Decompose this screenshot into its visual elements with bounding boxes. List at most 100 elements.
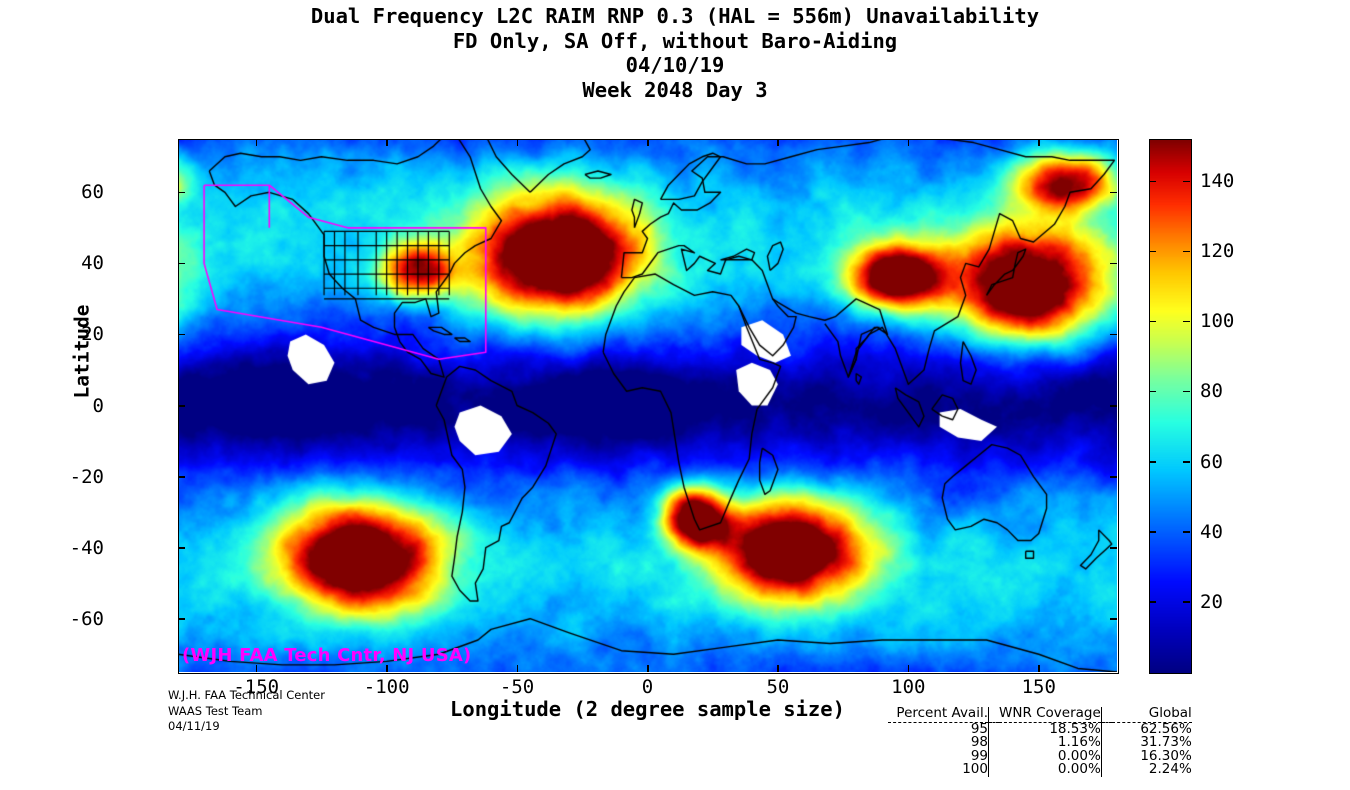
- stats-divider: [988, 722, 999, 736]
- x-tick-label: 150: [1021, 676, 1056, 698]
- stats-cell: 0.00%: [1057, 747, 1101, 764]
- y-tick-mark: [178, 547, 185, 549]
- colorbar-tick-mark: [1149, 531, 1156, 533]
- y-tick-mark: [1110, 333, 1117, 336]
- credit-block: W.J.H. FAA Technical Center WAAS Test Te…: [168, 688, 325, 735]
- y-tick-label: -40: [69, 536, 104, 559]
- y-tick-mark: [178, 405, 185, 407]
- colorbar-tick-mark: [1149, 601, 1156, 603]
- stats-row: 98 1.16% 31.73%: [888, 734, 1192, 750]
- x-tick-mark: [777, 139, 779, 146]
- stats-cell: 0.00%: [1057, 761, 1101, 777]
- x-tick-label: -150: [233, 676, 280, 698]
- colorbar-tick-mark: [1149, 390, 1156, 393]
- x-tick-label: 50: [766, 676, 790, 698]
- stats-cell: 18.53%: [1049, 720, 1101, 737]
- stats-cell: 99: [970, 747, 988, 764]
- stats-cell: 98: [970, 734, 988, 750]
- world-map-heatmap: [178, 139, 1117, 672]
- x-tick-mark: [386, 665, 388, 672]
- credit-line-3: 04/11/19: [168, 719, 220, 733]
- colorbar-tick-mark: [1149, 320, 1156, 323]
- colorbar-tick-mark: [1183, 250, 1190, 253]
- colorbar-tick-label: 120: [1200, 240, 1235, 263]
- chart-title: Dual Frequency L2C RAIM RNP 0.3 (HAL = 5…: [0, 4, 1350, 102]
- y-tick-mark: [1110, 191, 1117, 194]
- y-tick-mark: [1110, 618, 1117, 620]
- y-tick-mark: [1110, 405, 1117, 407]
- colorbar-tick-mark: [1183, 320, 1190, 323]
- title-line-3: 04/10/19: [625, 53, 725, 77]
- y-tick-mark: [1110, 547, 1117, 549]
- x-tick-mark: [647, 665, 649, 672]
- stats-row: 95 18.53% 62.56%: [888, 722, 1192, 736]
- colorbar-gradient: [1150, 140, 1191, 673]
- stats-divider: [988, 736, 999, 750]
- title-line-4: Week 2048 Day 3: [582, 77, 768, 102]
- availability-stats-table: Percent Avail. WNR Coverage Global 95 18.53%…: [888, 680, 1192, 790]
- x-tick-mark: [386, 139, 388, 146]
- stats-divider: [1100, 722, 1112, 736]
- stats-divider: [1100, 763, 1112, 777]
- colorbar-tick-label: 40: [1200, 520, 1223, 543]
- stats-cell: 2.24%: [1148, 761, 1192, 777]
- y-tick-label: -20: [69, 465, 104, 488]
- stats-cell: 100: [962, 761, 988, 777]
- x-tick-mark: [516, 139, 519, 146]
- stats-cell: 1.16%: [1057, 734, 1101, 750]
- colorbar-tick-mark: [1149, 180, 1156, 183]
- stats-row: 99 0.00% 16.30%: [888, 747, 1192, 764]
- x-tick-mark: [255, 139, 258, 146]
- stats-row: 100 0.00% 2.24%: [888, 761, 1192, 777]
- y-tick-mark: [178, 476, 185, 478]
- x-tick-mark: [907, 139, 910, 146]
- stats-header-cell: Global: [1111, 706, 1192, 723]
- stats-divider: [988, 749, 999, 763]
- colorbar-tick-mark: [1183, 531, 1190, 533]
- stats-divider: [988, 707, 999, 723]
- colorbar-tick-mark: [1149, 461, 1156, 463]
- y-tick-label: 40: [81, 252, 104, 275]
- y-tick-mark: [178, 262, 185, 265]
- y-tick-mark: [178, 333, 185, 336]
- colorbar-tick-mark: [1149, 250, 1156, 253]
- credit-line-1: W.J.H. FAA Technical Center: [168, 688, 325, 702]
- colorbar-tick-mark: [1183, 461, 1190, 463]
- y-tick-label: -60: [69, 607, 104, 630]
- colorbar-tick-mark: [1183, 180, 1190, 183]
- stats-divider: [1100, 736, 1112, 750]
- x-tick-label: 100: [891, 676, 926, 698]
- x-tick-mark: [907, 665, 910, 672]
- colorbar-tick-mark: [1183, 390, 1190, 393]
- stats-header-row: Percent Avail. WNR Coverage Global: [888, 705, 1192, 723]
- watermark-label: (WJH FAA Tech Cntr, NJ USA): [182, 645, 472, 666]
- colorbar: [1149, 139, 1192, 674]
- stats-divider: [988, 763, 999, 777]
- x-tick-mark: [1038, 139, 1040, 146]
- stats-divider: [1100, 749, 1112, 763]
- colorbar-tick-mark: [1183, 601, 1190, 603]
- y-tick-mark: [1110, 476, 1117, 478]
- stats-cell: 31.73%: [1140, 734, 1192, 750]
- stats-cell: 16.30%: [1140, 747, 1192, 764]
- x-tick-mark: [1038, 665, 1040, 672]
- colorbar-tick-label: 20: [1200, 590, 1223, 613]
- title-line-2: FD Only, SA Off, without Baro-Aiding: [452, 28, 898, 53]
- stats-divider: [1100, 707, 1112, 723]
- colorbar-tick-label: 140: [1200, 170, 1235, 193]
- y-tick-mark: [178, 618, 185, 620]
- x-axis-label: Longitude (2 degree sample size): [450, 697, 845, 721]
- title-line-1: Dual Frequency L2C RAIM RNP 0.3 (HAL = 5…: [310, 4, 1040, 28]
- stats-header-cell: WNR Coverage: [999, 705, 1102, 723]
- stats-cell: 62.56%: [1140, 720, 1192, 737]
- y-tick-label: 60: [81, 181, 104, 204]
- stats-header-cell: Percent Avail.: [888, 706, 989, 723]
- y-tick-mark: [178, 191, 185, 194]
- x-tick-label: -100: [363, 676, 410, 698]
- colorbar-tick-label: 100: [1200, 310, 1235, 333]
- colorbar-tick-label: 60: [1200, 450, 1223, 473]
- colorbar-tick-label: 80: [1200, 380, 1223, 403]
- x-tick-mark: [516, 665, 519, 672]
- x-tick-label: 0: [641, 676, 654, 698]
- x-tick-label: -50: [499, 676, 535, 698]
